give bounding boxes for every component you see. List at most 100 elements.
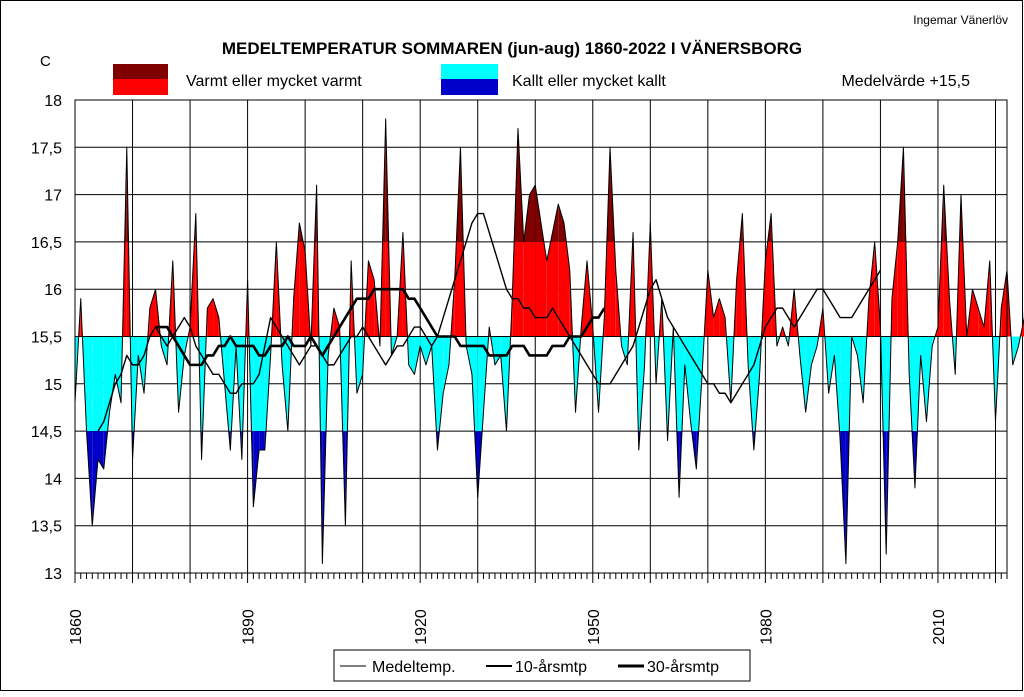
cold-area bbox=[86, 336, 93, 432]
cold-area bbox=[167, 336, 173, 365]
x-tick-label: 1890 bbox=[241, 609, 258, 645]
very-cold-area bbox=[909, 431, 915, 488]
very-warm-area bbox=[558, 204, 565, 242]
warm-area bbox=[506, 298, 513, 337]
y-tick-label: 15,5 bbox=[31, 330, 62, 347]
very-cold-area bbox=[247, 431, 254, 507]
cold-area bbox=[489, 336, 495, 365]
cold-area bbox=[725, 336, 731, 403]
very-cold-area bbox=[132, 431, 139, 460]
warm-area bbox=[155, 289, 162, 337]
cold-area bbox=[282, 336, 288, 432]
very-warm-area bbox=[126, 147, 133, 242]
cold-area bbox=[98, 336, 104, 432]
cold-area bbox=[696, 336, 703, 432]
very-warm-area bbox=[765, 213, 772, 242]
warm-area bbox=[535, 241, 541, 337]
cold-area bbox=[402, 336, 409, 365]
very-warm-area bbox=[535, 185, 541, 242]
warm-area bbox=[702, 270, 708, 337]
warm-area bbox=[541, 241, 547, 337]
warm-area bbox=[782, 327, 789, 337]
warm-area bbox=[661, 298, 668, 337]
cold-area bbox=[494, 336, 501, 365]
cold-area bbox=[949, 336, 956, 375]
warm-area bbox=[328, 308, 334, 337]
cold-area bbox=[955, 336, 961, 375]
series-lines bbox=[74, 118, 1024, 565]
cold-area bbox=[138, 336, 145, 394]
cold-area bbox=[822, 336, 829, 394]
very-cold-area bbox=[259, 431, 265, 451]
warm-area bbox=[610, 241, 616, 337]
cold-area bbox=[650, 336, 657, 384]
warm-area bbox=[489, 327, 495, 337]
very-warm-area bbox=[771, 213, 777, 242]
x-tick-label: 1920 bbox=[413, 609, 430, 645]
very-warm-area bbox=[293, 222, 300, 242]
y-tick-label: 13,5 bbox=[31, 519, 62, 536]
cold-area bbox=[661, 336, 668, 432]
warm-area bbox=[448, 279, 455, 337]
legend-swatch-warm bbox=[113, 79, 168, 95]
cold-area bbox=[92, 336, 99, 432]
cold-area bbox=[656, 336, 662, 384]
legend-swatch-very-cold bbox=[441, 79, 498, 95]
very-warm-area bbox=[190, 213, 196, 242]
warm-area bbox=[615, 270, 622, 337]
cold-area bbox=[506, 336, 513, 432]
warm-area bbox=[213, 298, 219, 337]
very-warm-area bbox=[955, 194, 961, 242]
cold-area bbox=[845, 336, 852, 432]
very-warm-area bbox=[897, 147, 904, 242]
cold-area bbox=[880, 336, 887, 432]
medeltemp-line bbox=[74, 118, 1024, 565]
warm-area bbox=[995, 308, 1002, 337]
cold-area bbox=[1007, 336, 1013, 365]
warm-area bbox=[293, 241, 300, 337]
warm-area bbox=[270, 241, 277, 337]
warm-area bbox=[972, 289, 979, 337]
warm-area bbox=[742, 241, 749, 337]
warm-area bbox=[903, 241, 910, 337]
warm-area bbox=[345, 260, 352, 337]
warm-area bbox=[897, 241, 904, 337]
cold-area bbox=[914, 336, 921, 432]
warm-area bbox=[989, 260, 996, 337]
cold-area bbox=[776, 336, 783, 346]
y-tick-label: 17 bbox=[44, 188, 62, 205]
warm-area bbox=[247, 279, 254, 337]
cold-area bbox=[259, 336, 265, 432]
very-cold-area bbox=[638, 431, 645, 451]
warm-area bbox=[362, 260, 369, 337]
very-cold-area bbox=[880, 431, 887, 555]
cold-area bbox=[316, 336, 323, 432]
cold-area bbox=[236, 336, 242, 432]
warm-area bbox=[207, 298, 214, 337]
cold-area bbox=[598, 336, 605, 413]
very-warm-area bbox=[604, 147, 611, 242]
warm-area bbox=[633, 241, 639, 337]
very-cold-area bbox=[471, 431, 478, 498]
y-tick-label: 15 bbox=[44, 377, 62, 394]
cold-area bbox=[627, 336, 634, 365]
very-cold-area bbox=[845, 431, 852, 564]
cold-area bbox=[633, 336, 639, 432]
warm-area bbox=[1007, 270, 1013, 337]
chart-title: MEDELTEMPERATUR SOMMAREN (jun-aug) 1860-… bbox=[222, 39, 802, 58]
warm-area bbox=[351, 260, 357, 337]
cold-area bbox=[909, 336, 915, 432]
cold-area bbox=[828, 336, 835, 394]
very-cold-area bbox=[92, 431, 99, 526]
cold-area bbox=[477, 336, 484, 432]
warm-area bbox=[241, 279, 248, 337]
cold-area bbox=[132, 336, 139, 432]
warm-area bbox=[765, 241, 772, 337]
warm-area bbox=[1001, 270, 1007, 337]
very-cold-area bbox=[886, 431, 892, 555]
cold-area bbox=[811, 336, 818, 365]
y-tick-label: 17,5 bbox=[31, 140, 62, 157]
very-warm-area bbox=[460, 147, 467, 242]
cold-area bbox=[224, 336, 231, 432]
cold-area bbox=[863, 336, 869, 403]
